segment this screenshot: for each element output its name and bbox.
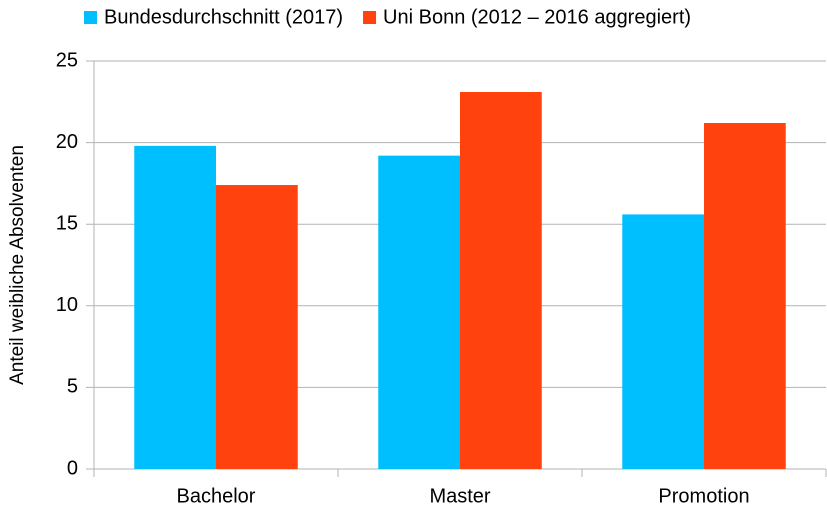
y-tick-label: 5 <box>67 376 78 398</box>
x-tick-label: Master <box>429 485 490 507</box>
bar <box>378 155 460 469</box>
bar <box>134 145 216 469</box>
legend-swatch <box>84 11 97 24</box>
bar <box>216 185 298 470</box>
y-tick-label: 20 <box>56 131 78 153</box>
y-tick-label: 0 <box>67 457 78 479</box>
legend-swatch <box>363 11 377 24</box>
y-axis-label: Anteil weibliche Absolventen <box>7 145 28 385</box>
x-tick-label: Bachelor <box>177 485 256 507</box>
legend-label: Bundesdurchschnitt (2017) <box>104 6 343 28</box>
y-tick-label: 10 <box>56 294 78 316</box>
bar <box>460 92 542 470</box>
x-tick-label: Promotion <box>658 485 749 507</box>
bar <box>704 123 786 470</box>
y-tick-label: 25 <box>56 49 78 71</box>
legend-label: Uni Bonn (2012 – 2016 aggregiert) <box>383 6 691 28</box>
y-tick-label: 15 <box>56 212 78 234</box>
bar <box>622 214 704 469</box>
